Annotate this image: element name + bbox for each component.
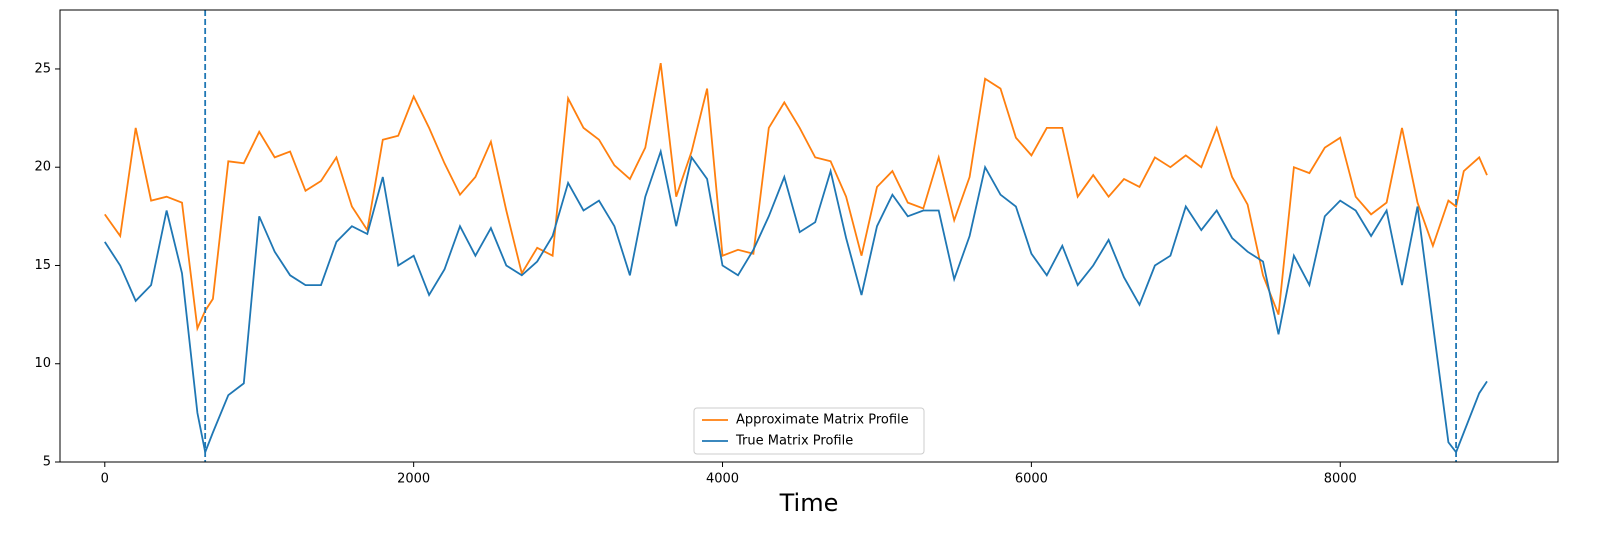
y-tick-label: 20	[34, 160, 51, 175]
y-tick-label: 15	[34, 258, 51, 273]
x-tick-label: 2000	[397, 472, 430, 487]
legend-label: True Matrix Profile	[735, 434, 853, 449]
x-tick-label: 6000	[1015, 472, 1048, 487]
x-tick-label: 0	[101, 472, 109, 487]
series-line	[104, 148, 1488, 456]
legend-label: Approximate Matrix Profile	[736, 413, 909, 428]
x-tick-label: 4000	[706, 472, 739, 487]
y-tick-label: 5	[43, 455, 51, 470]
x-tick-label: 8000	[1324, 472, 1357, 487]
x-axis-label: Time	[779, 489, 839, 517]
plot-frame	[59, 9, 1559, 463]
y-tick-label: 25	[34, 61, 51, 76]
y-tick-label: 10	[34, 356, 51, 371]
series-line	[104, 62, 1488, 332]
legend-box	[693, 407, 925, 455]
